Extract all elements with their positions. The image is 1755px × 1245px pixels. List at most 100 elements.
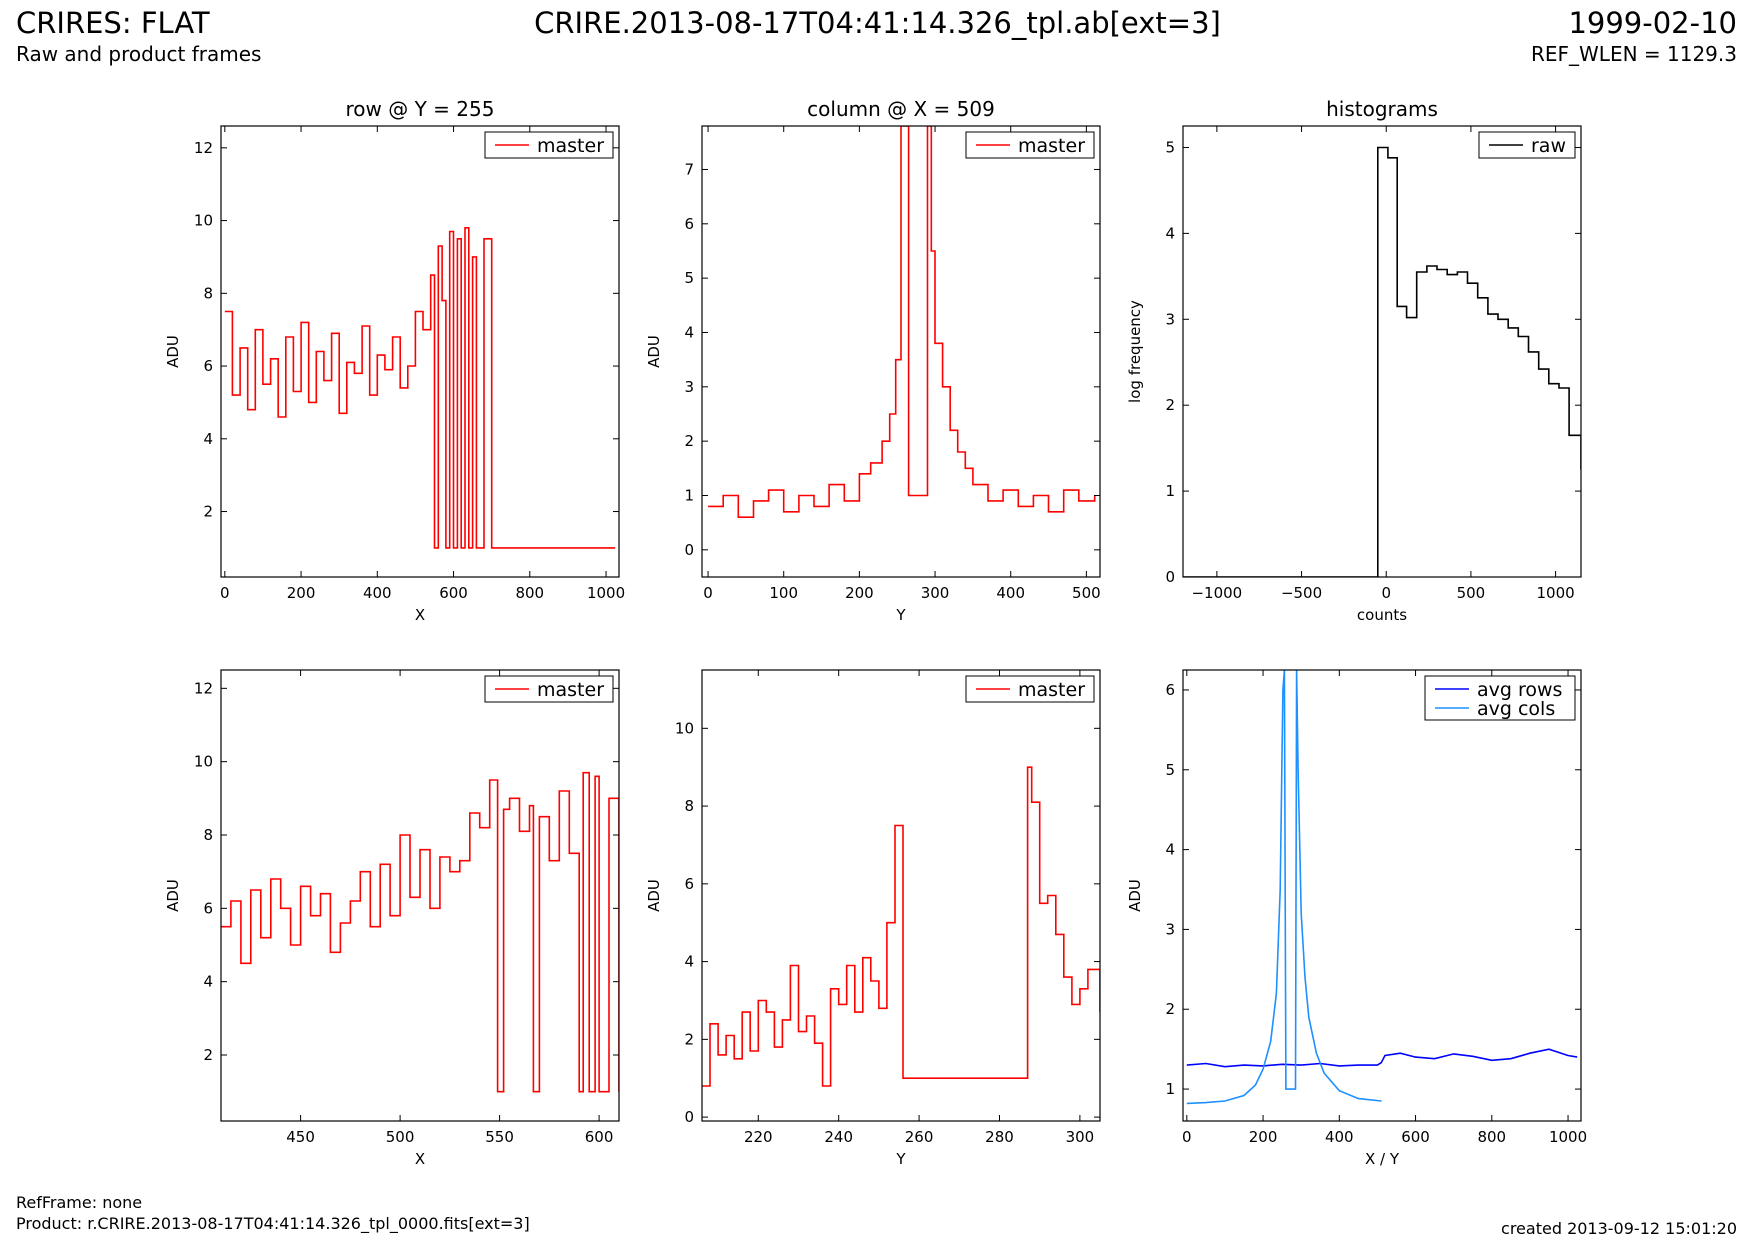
panel-row-zoom: 450 500 550 600 2 4 6 8 10 12 X ADU master (164, 669, 620, 1168)
y-tick-label: 8 (203, 826, 213, 844)
x-tick-label: 1000 (587, 584, 625, 602)
x-tick-label: 0 (1381, 584, 1391, 602)
series-raw (1183, 146, 1581, 577)
y-tick-label: 3 (684, 378, 694, 396)
y-tick-label: 10 (194, 212, 213, 230)
x-tick-label: 800 (515, 584, 544, 602)
x-tick-label: 400 (363, 584, 392, 602)
ref-wlen: REF_WLEN = 1129.3 (1530, 42, 1737, 66)
x-axis-label: X (415, 1150, 425, 1168)
legend-label: master (1018, 679, 1085, 701)
x-tick-label: 600 (439, 584, 468, 602)
x-tick-label: 0 (703, 584, 713, 602)
x-tick-label: 200 (1249, 1128, 1278, 1146)
x-axis-label: Y (895, 1150, 906, 1168)
y-tick-label: 6 (203, 357, 213, 375)
axes-frame (701, 125, 1101, 578)
y-tick-label: 4 (1165, 224, 1175, 242)
y-tick-label: 2 (203, 1046, 213, 1064)
y-axis-label: log frequency (1126, 300, 1144, 403)
y-tick-label: 4 (684, 323, 694, 341)
x-tick-label: 1000 (1537, 584, 1575, 602)
y-tick-label: 5 (684, 269, 694, 287)
legend-box (1424, 675, 1576, 721)
panel-title: histograms (1326, 97, 1438, 121)
y-tick-label: 0 (684, 1108, 694, 1126)
y-tick-label: 5 (1165, 761, 1175, 779)
panel-histogram: −1000 −500 0 500 1000 0 1 2 3 4 5 histograms counts l… (1126, 97, 1582, 624)
x-tick-label: 0 (1182, 1128, 1192, 1146)
y-tick-label: 2 (1165, 1000, 1175, 1018)
x-axis-label: Y (895, 606, 906, 624)
y-tick-label: 0 (684, 541, 694, 559)
x-tick-label: 550 (485, 1128, 514, 1146)
x-tick-label: 300 (921, 584, 950, 602)
panel-averages: 0 200 400 600 800 1000 1 2 3 4 5 6 X / Y ADU avg rowsa… (1126, 669, 1587, 1168)
axes-frame (220, 669, 620, 1122)
x-tick-label: 500 (1072, 584, 1101, 602)
y-tick-label: 6 (1165, 681, 1175, 699)
x-tick-label: 280 (985, 1128, 1014, 1146)
legend-label: avg cols (1477, 698, 1555, 720)
x-axis-label: counts (1357, 606, 1407, 624)
x-tick-label: 100 (769, 584, 798, 602)
axes-frame (701, 669, 1101, 1122)
x-tick-label: 500 (1457, 584, 1486, 602)
legend-label: master (537, 679, 604, 701)
x-tick-label: 800 (1477, 1128, 1506, 1146)
y-axis-label: ADU (164, 335, 182, 368)
page-title: CRIRES: FLAT (16, 6, 210, 40)
x-tick-label: 450 (286, 1128, 315, 1146)
series-master (708, 126, 1096, 518)
axes-frame (1182, 669, 1582, 1122)
y-tick-label: 4 (684, 953, 694, 971)
y-tick-label: 12 (194, 139, 213, 157)
product-note: Product: r.CRIRE.2013-08-17T04:41:14.326… (16, 1214, 530, 1233)
y-tick-label: 12 (194, 679, 213, 697)
legend-label: raw (1531, 135, 1566, 157)
y-tick-label: 2 (684, 432, 694, 450)
y-tick-label: 8 (684, 797, 694, 815)
y-tick-label: 6 (684, 215, 694, 233)
x-tick-label: 220 (744, 1128, 773, 1146)
x-tick-label: 300 (1066, 1128, 1095, 1146)
y-tick-label: 3 (1165, 310, 1175, 328)
panel-title: row @ Y = 255 (346, 97, 495, 121)
axes-frame (1182, 125, 1582, 578)
y-tick-label: 2 (684, 1030, 694, 1048)
x-tick-label: 500 (386, 1128, 415, 1146)
frame-date: 1999-02-10 (1568, 6, 1737, 40)
series-avg-rows (1186, 1048, 1578, 1068)
x-tick-label: 600 (1401, 1128, 1430, 1146)
series-avg-cols (1186, 670, 1382, 1105)
y-tick-label: 3 (1165, 920, 1175, 938)
y-tick-label: 2 (1165, 396, 1175, 414)
created-timestamp: created 2013-09-12 15:01:20 (1501, 1219, 1737, 1238)
y-tick-label: 7 (684, 160, 694, 178)
y-tick-label: 1 (1165, 482, 1175, 500)
x-tick-label: 200 (287, 584, 316, 602)
x-tick-label: 600 (585, 1128, 614, 1146)
y-axis-label: ADU (1126, 879, 1144, 912)
series-master (221, 771, 619, 1093)
y-tick-label: 10 (675, 719, 694, 737)
series-master (224, 227, 616, 549)
y-tick-label: 10 (194, 753, 213, 771)
x-tick-label: 400 (996, 584, 1025, 602)
x-tick-label: 0 (220, 584, 230, 602)
x-tick-label: 260 (905, 1128, 934, 1146)
y-tick-label: 5 (1165, 138, 1175, 156)
y-axis-label: ADU (645, 335, 663, 368)
axes-frame (220, 125, 620, 578)
y-tick-label: 0 (1165, 568, 1175, 586)
x-tick-label: 240 (824, 1128, 853, 1146)
y-tick-label: 6 (684, 875, 694, 893)
x-tick-label: −1000 (1191, 584, 1242, 602)
x-tick-label: −500 (1281, 584, 1322, 602)
ref-frame-note: RefFrame: none (16, 1193, 143, 1212)
y-tick-label: 4 (203, 430, 213, 448)
y-tick-label: 2 (203, 503, 213, 521)
legend-label: master (537, 135, 604, 157)
series-master (702, 766, 1100, 1087)
